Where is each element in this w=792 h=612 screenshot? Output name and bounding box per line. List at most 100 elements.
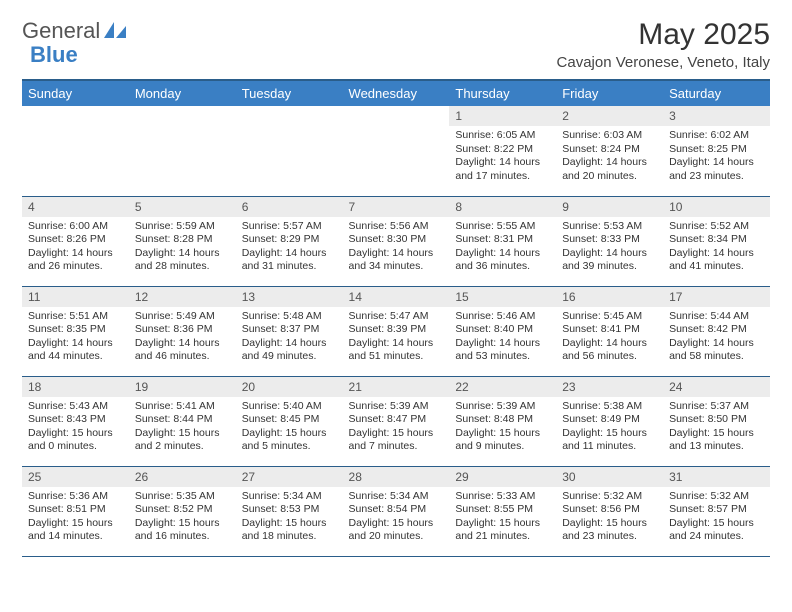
logo-text-general: General [22,18,100,44]
day-number: 21 [343,377,450,397]
weekday-header: Wednesday [343,80,450,106]
day-number: 25 [22,467,129,487]
day-number: 14 [343,287,450,307]
day-details: Sunrise: 5:59 AMSunset: 8:28 PMDaylight:… [129,217,236,281]
calendar-day-cell: 8Sunrise: 5:55 AMSunset: 8:31 PMDaylight… [449,196,556,286]
day-number: 15 [449,287,556,307]
day-details: Sunrise: 6:03 AMSunset: 8:24 PMDaylight:… [556,126,663,190]
calendar-day-cell: 4Sunrise: 6:00 AMSunset: 8:26 PMDaylight… [22,196,129,286]
calendar-day-cell: 23Sunrise: 5:38 AMSunset: 8:49 PMDayligh… [556,376,663,466]
day-details: Sunrise: 5:57 AMSunset: 8:29 PMDaylight:… [236,217,343,281]
weekday-header: Tuesday [236,80,343,106]
day-details: Sunrise: 5:44 AMSunset: 8:42 PMDaylight:… [663,307,770,371]
calendar-day-cell: 20Sunrise: 5:40 AMSunset: 8:45 PMDayligh… [236,376,343,466]
day-number: 26 [129,467,236,487]
day-number: 31 [663,467,770,487]
day-number: 17 [663,287,770,307]
calendar-day-cell: 26Sunrise: 5:35 AMSunset: 8:52 PMDayligh… [129,466,236,556]
day-number: 27 [236,467,343,487]
day-details: Sunrise: 5:47 AMSunset: 8:39 PMDaylight:… [343,307,450,371]
day-number: 16 [556,287,663,307]
calendar-day-cell: 21Sunrise: 5:39 AMSunset: 8:47 PMDayligh… [343,376,450,466]
day-number: 30 [556,467,663,487]
calendar-day-cell: .. [129,106,236,196]
calendar-table: SundayMondayTuesdayWednesdayThursdayFrid… [22,79,770,557]
calendar-day-cell: 6Sunrise: 5:57 AMSunset: 8:29 PMDaylight… [236,196,343,286]
weekday-header: Monday [129,80,236,106]
day-details: Sunrise: 5:34 AMSunset: 8:53 PMDaylight:… [236,487,343,551]
calendar-day-cell: .. [22,106,129,196]
logo-sail-icon [104,22,126,40]
day-number: 20 [236,377,343,397]
calendar-day-cell: 9Sunrise: 5:53 AMSunset: 8:33 PMDaylight… [556,196,663,286]
calendar-day-cell: 1Sunrise: 6:05 AMSunset: 8:22 PMDaylight… [449,106,556,196]
logo-text-blue: Blue [30,42,78,67]
weekday-header: Friday [556,80,663,106]
calendar-day-cell: 14Sunrise: 5:47 AMSunset: 8:39 PMDayligh… [343,286,450,376]
calendar-day-cell: .. [343,106,450,196]
title-block: May 2025 Cavajon Veronese, Veneto, Italy [557,18,770,71]
calendar-day-cell: 7Sunrise: 5:56 AMSunset: 8:30 PMDaylight… [343,196,450,286]
calendar-week-row: 4Sunrise: 6:00 AMSunset: 8:26 PMDaylight… [22,196,770,286]
day-details: Sunrise: 5:51 AMSunset: 8:35 PMDaylight:… [22,307,129,371]
location-text: Cavajon Veronese, Veneto, Italy [557,54,770,71]
day-number: 10 [663,197,770,217]
day-number: 1 [449,106,556,126]
calendar-day-cell: 12Sunrise: 5:49 AMSunset: 8:36 PMDayligh… [129,286,236,376]
day-details: Sunrise: 5:49 AMSunset: 8:36 PMDaylight:… [129,307,236,371]
day-number: 12 [129,287,236,307]
calendar-day-cell: 29Sunrise: 5:33 AMSunset: 8:55 PMDayligh… [449,466,556,556]
day-number: 18 [22,377,129,397]
day-number: 8 [449,197,556,217]
day-number: 4 [22,197,129,217]
day-number: 28 [343,467,450,487]
day-details: Sunrise: 5:56 AMSunset: 8:30 PMDaylight:… [343,217,450,281]
calendar-day-cell: 17Sunrise: 5:44 AMSunset: 8:42 PMDayligh… [663,286,770,376]
day-number: 2 [556,106,663,126]
calendar-day-cell: 11Sunrise: 5:51 AMSunset: 8:35 PMDayligh… [22,286,129,376]
day-number: 3 [663,106,770,126]
weekday-header: Thursday [449,80,556,106]
day-details: Sunrise: 5:39 AMSunset: 8:48 PMDaylight:… [449,397,556,461]
day-details: Sunrise: 5:46 AMSunset: 8:40 PMDaylight:… [449,307,556,371]
day-details: Sunrise: 6:05 AMSunset: 8:22 PMDaylight:… [449,126,556,190]
day-number: 6 [236,197,343,217]
header: General May 2025 Cavajon Veronese, Venet… [22,18,770,71]
day-number: 9 [556,197,663,217]
weekday-header: Sunday [22,80,129,106]
day-number: 19 [129,377,236,397]
day-details: Sunrise: 5:55 AMSunset: 8:31 PMDaylight:… [449,217,556,281]
calendar-header-row: SundayMondayTuesdayWednesdayThursdayFrid… [22,80,770,106]
day-number: 24 [663,377,770,397]
day-details: Sunrise: 5:32 AMSunset: 8:57 PMDaylight:… [663,487,770,551]
calendar-day-cell: 28Sunrise: 5:34 AMSunset: 8:54 PMDayligh… [343,466,450,556]
calendar-day-cell: 15Sunrise: 5:46 AMSunset: 8:40 PMDayligh… [449,286,556,376]
calendar-day-cell: 3Sunrise: 6:02 AMSunset: 8:25 PMDaylight… [663,106,770,196]
day-details: Sunrise: 5:38 AMSunset: 8:49 PMDaylight:… [556,397,663,461]
day-details: Sunrise: 5:34 AMSunset: 8:54 PMDaylight:… [343,487,450,551]
calendar-day-cell: 31Sunrise: 5:32 AMSunset: 8:57 PMDayligh… [663,466,770,556]
calendar-day-cell: 13Sunrise: 5:48 AMSunset: 8:37 PMDayligh… [236,286,343,376]
day-details: Sunrise: 5:45 AMSunset: 8:41 PMDaylight:… [556,307,663,371]
weekday-header: Saturday [663,80,770,106]
calendar-day-cell: 30Sunrise: 5:32 AMSunset: 8:56 PMDayligh… [556,466,663,556]
day-details: Sunrise: 5:40 AMSunset: 8:45 PMDaylight:… [236,397,343,461]
month-title: May 2025 [557,18,770,52]
day-details: Sunrise: 5:48 AMSunset: 8:37 PMDaylight:… [236,307,343,371]
calendar-week-row: 18Sunrise: 5:43 AMSunset: 8:43 PMDayligh… [22,376,770,466]
day-details: Sunrise: 5:52 AMSunset: 8:34 PMDaylight:… [663,217,770,281]
calendar-day-cell: 24Sunrise: 5:37 AMSunset: 8:50 PMDayligh… [663,376,770,466]
day-number: 7 [343,197,450,217]
day-details: Sunrise: 5:33 AMSunset: 8:55 PMDaylight:… [449,487,556,551]
calendar-day-cell: 25Sunrise: 5:36 AMSunset: 8:51 PMDayligh… [22,466,129,556]
calendar-week-row: 11Sunrise: 5:51 AMSunset: 8:35 PMDayligh… [22,286,770,376]
calendar-body: ........1Sunrise: 6:05 AMSunset: 8:22 PM… [22,106,770,556]
calendar-week-row: 25Sunrise: 5:36 AMSunset: 8:51 PMDayligh… [22,466,770,556]
calendar-day-cell: 10Sunrise: 5:52 AMSunset: 8:34 PMDayligh… [663,196,770,286]
calendar-day-cell: 19Sunrise: 5:41 AMSunset: 8:44 PMDayligh… [129,376,236,466]
logo: General [22,18,128,44]
calendar-day-cell: 22Sunrise: 5:39 AMSunset: 8:48 PMDayligh… [449,376,556,466]
day-details: Sunrise: 5:32 AMSunset: 8:56 PMDaylight:… [556,487,663,551]
calendar-day-cell: .. [236,106,343,196]
calendar-day-cell: 27Sunrise: 5:34 AMSunset: 8:53 PMDayligh… [236,466,343,556]
